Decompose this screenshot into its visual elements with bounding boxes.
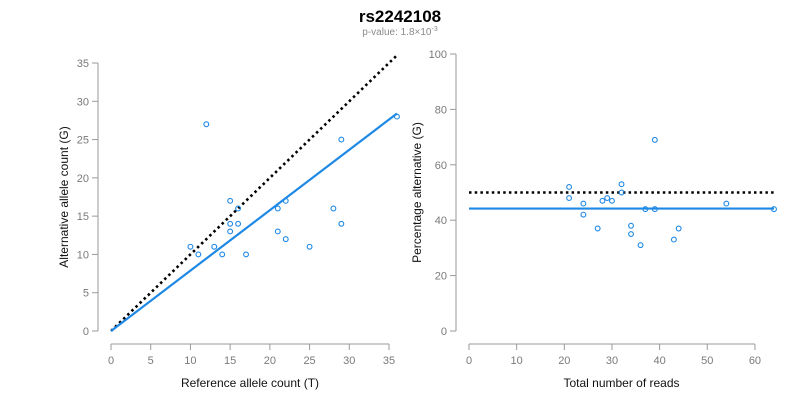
x-tick-label: 30 <box>343 355 355 367</box>
x-axis-title-left: Reference allele count (T) <box>181 376 319 390</box>
x-tick-label: 25 <box>303 355 315 367</box>
data-point <box>243 251 249 258</box>
y-tick-label: 0 <box>83 326 89 338</box>
y-tick-label: 80 <box>435 104 447 116</box>
x-tick-label: 30 <box>606 355 618 367</box>
y-tick-label: 25 <box>77 135 89 147</box>
chart-subtitle: p-value: 1.8×10-3 <box>362 26 438 38</box>
x-tick-label: 5 <box>148 355 154 367</box>
data-point <box>187 243 194 250</box>
x-tick-label: 20 <box>558 355 570 367</box>
y-tick-label: 10 <box>77 249 89 261</box>
p-value-exponent: -3 <box>431 26 437 33</box>
x-tick-label: 60 <box>749 355 761 367</box>
data-point <box>235 205 242 212</box>
data-point <box>580 200 587 207</box>
y-axis-title-right: Percentage alternative (G) <box>410 122 424 263</box>
x-tick-label: 0 <box>466 355 472 367</box>
data-point <box>566 195 573 201</box>
data-point <box>274 228 281 235</box>
data-point <box>771 206 777 213</box>
y-tick-label: 35 <box>77 58 89 70</box>
data-point <box>618 189 625 196</box>
data-point <box>227 220 234 227</box>
p-value-text: p-value: 1.8×10 <box>362 27 432 38</box>
y-tick-label: 40 <box>435 215 447 227</box>
x-tick-label: 40 <box>654 355 666 367</box>
x-axis-title-right: Total number of reads <box>563 376 679 390</box>
x-tick-label: 10 <box>184 355 196 367</box>
data-point <box>618 181 625 188</box>
x-tick-label: 0 <box>108 355 114 367</box>
chart-title: rs2242108 <box>359 7 441 26</box>
data-point <box>651 206 658 213</box>
scatter-panel-allele-counts: 0 5 10 15 20 25 30 35 0 5 10 15 20 25 30 35 Reference al… <box>57 54 400 390</box>
data-point <box>338 220 345 227</box>
data-point <box>227 197 234 204</box>
data-point <box>195 251 202 258</box>
y-tick-label: 30 <box>77 96 89 108</box>
data-point <box>609 197 615 204</box>
reference-line-left <box>110 54 398 332</box>
data-point <box>628 222 634 229</box>
y-tick-label: 20 <box>435 271 447 283</box>
data-point <box>580 211 587 218</box>
y-tick-label: 100 <box>429 49 447 61</box>
data-point <box>282 236 289 243</box>
data-point <box>604 195 611 201</box>
data-point <box>203 121 210 128</box>
data-point <box>282 197 289 204</box>
data-point <box>637 242 644 249</box>
data-point <box>594 225 601 232</box>
data-point <box>628 231 634 238</box>
y-axis-title-left: Alternative allele count (G) <box>57 126 71 267</box>
x-tick-label: 15 <box>224 355 236 367</box>
data-point <box>211 243 218 250</box>
y-tick-label: 60 <box>435 160 447 172</box>
data-point <box>227 228 234 235</box>
data-point <box>274 205 281 212</box>
y-tick-label: 5 <box>83 288 89 300</box>
data-point <box>566 184 573 190</box>
data-point <box>670 236 677 243</box>
data-point <box>642 206 649 213</box>
fit-line-left <box>110 112 398 332</box>
data-point <box>393 113 400 120</box>
y-tick-label: 15 <box>77 211 89 223</box>
y-tick-label: 20 <box>77 173 89 185</box>
x-tick-label: 50 <box>701 355 713 367</box>
data-point <box>235 220 242 227</box>
data-point <box>599 197 606 204</box>
x-tick-label: 10 <box>511 355 523 367</box>
data-point <box>219 251 226 258</box>
data-point <box>651 136 658 143</box>
data-point <box>723 200 730 207</box>
x-tick-label: 20 <box>264 355 276 367</box>
x-tick-label: 35 <box>383 355 395 367</box>
data-point <box>306 243 313 250</box>
y-tick-label: 0 <box>441 326 447 338</box>
data-point <box>338 136 345 143</box>
scatter-panel-percentage: 0 20 40 60 80 100 0 10 20 30 40 50 60 Total number of… <box>410 49 777 390</box>
data-point <box>330 205 337 212</box>
data-point <box>675 225 682 232</box>
